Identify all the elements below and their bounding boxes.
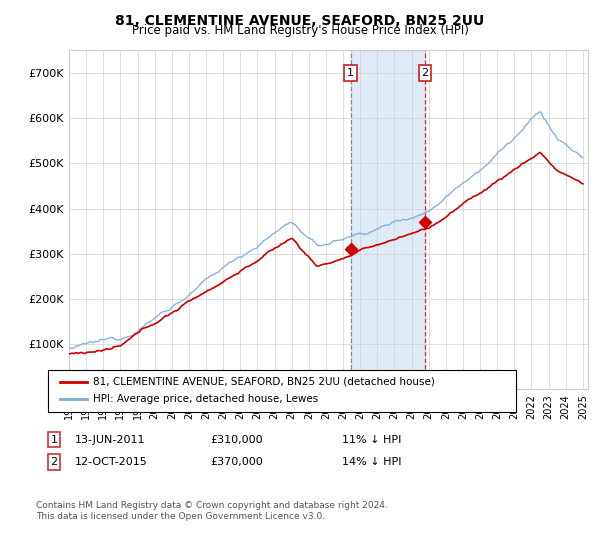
Text: 81, CLEMENTINE AVENUE, SEAFORD, BN25 2UU (detached house): 81, CLEMENTINE AVENUE, SEAFORD, BN25 2UU… (93, 377, 435, 387)
Text: 1: 1 (50, 435, 58, 445)
Text: 13-JUN-2011: 13-JUN-2011 (75, 435, 146, 445)
Text: Price paid vs. HM Land Registry's House Price Index (HPI): Price paid vs. HM Land Registry's House … (131, 24, 469, 37)
Text: HPI: Average price, detached house, Lewes: HPI: Average price, detached house, Lewe… (93, 394, 318, 404)
Text: 1: 1 (347, 68, 354, 78)
Text: 14% ↓ HPI: 14% ↓ HPI (342, 457, 401, 467)
Text: £370,000: £370,000 (210, 457, 263, 467)
Text: Contains HM Land Registry data © Crown copyright and database right 2024.
This d: Contains HM Land Registry data © Crown c… (36, 501, 388, 521)
Text: 11% ↓ HPI: 11% ↓ HPI (342, 435, 401, 445)
Bar (351, 50, 425, 389)
Text: 2: 2 (422, 68, 428, 78)
Text: 2: 2 (50, 457, 58, 467)
Text: 81, CLEMENTINE AVENUE, SEAFORD, BN25 2UU: 81, CLEMENTINE AVENUE, SEAFORD, BN25 2UU (115, 14, 485, 28)
Text: £310,000: £310,000 (210, 435, 263, 445)
Text: 12-OCT-2015: 12-OCT-2015 (75, 457, 148, 467)
